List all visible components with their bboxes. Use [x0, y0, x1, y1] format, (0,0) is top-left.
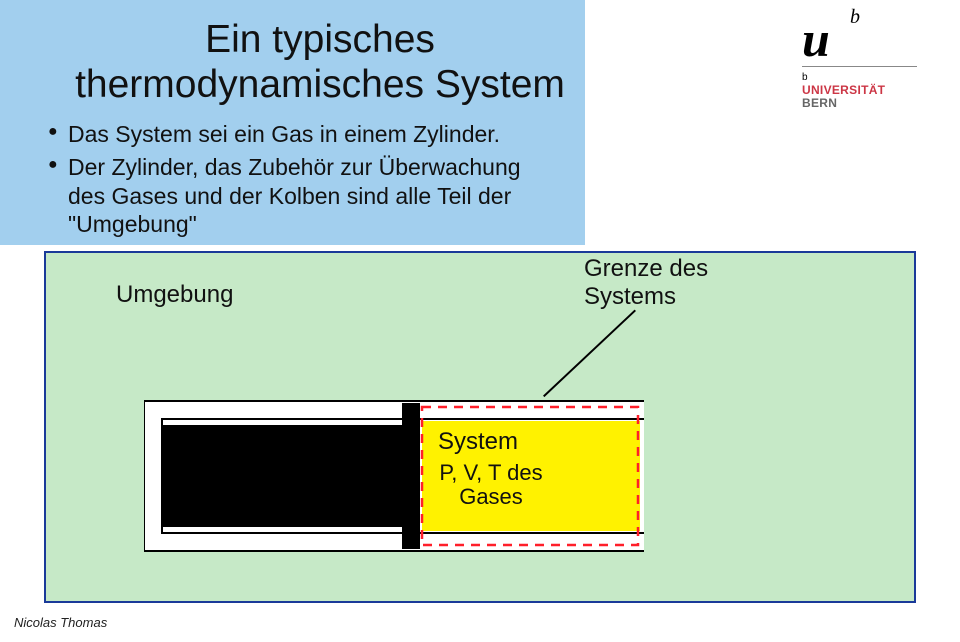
piston-head [402, 403, 420, 549]
bullet-item: Das System sei ein Gas in einem Zylinder… [48, 120, 558, 149]
slide-title: Ein typisches thermodynamisches System [60, 18, 580, 108]
environment-box: Umgebung Grenze desSystems System P, V, … [44, 251, 916, 603]
logo-divider [802, 66, 917, 67]
boundary-label: Grenze desSystems [584, 255, 708, 310]
logo-bern-text: BERN [802, 96, 837, 110]
cylinder-diagram [144, 381, 644, 571]
environment-label: Umgebung [116, 281, 233, 309]
piston-rod [162, 425, 402, 527]
bullet-item: Der Zylinder, das Zubehör zur Überwachun… [48, 153, 558, 239]
logo-b-small: b [802, 72, 808, 83]
author-credit: Nicolas Thomas [14, 615, 107, 630]
state-variables-label: P, V, T des Gases [426, 461, 556, 509]
bullet-list: Das System sei ein Gas in einem Zylinder… [48, 120, 558, 243]
logo-uni-text: UNIVERSITÄT [802, 83, 885, 97]
system-label: System [438, 428, 518, 456]
logo-b-glyph: b [850, 6, 860, 29]
boundary-label-text: Grenze desSystems [584, 255, 708, 310]
logo-u-glyph: u [802, 10, 830, 68]
university-logo: u b b UNIVERSITÄT BERN [802, 10, 932, 105]
